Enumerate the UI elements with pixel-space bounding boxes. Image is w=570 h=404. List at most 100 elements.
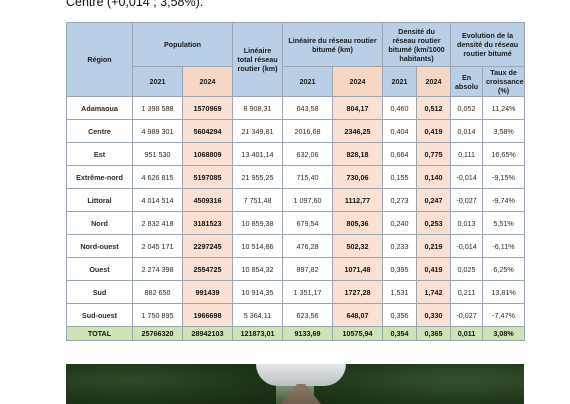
cell-dens-2021: 0,273 xyxy=(382,188,418,212)
cell-abs: 0,211 xyxy=(450,280,484,304)
cell-taux: 13,81% xyxy=(482,280,526,304)
total-dens-2024: 0,365 xyxy=(416,326,452,341)
cell-dens-2021: 0,233 xyxy=(382,234,418,258)
cell-pop-2021: 1 750 895 xyxy=(132,303,183,327)
cell-abs: 0,014 xyxy=(450,119,484,143)
table-row: Nord-ouest 2 045 171 2297245 10 514,86 476,2… xyxy=(66,234,526,258)
region: Nord xyxy=(66,211,133,235)
cell-pop-2021: 4 989 301 xyxy=(132,119,183,143)
cell-lineaire-total: 8 908,31 xyxy=(232,96,284,120)
cell-pop-2024: 1570969 xyxy=(181,96,234,120)
cell-pop-2021: 2 832 418 xyxy=(132,211,183,235)
table-row: Sud-ouest 1 750 895 1966698 5 364,11 623,56 6… xyxy=(66,303,526,327)
intro-text: Centre (+0,014 ; 3,58%). xyxy=(66,0,204,9)
total-label: TOTAL xyxy=(66,326,133,341)
cell-abs: -0,027 xyxy=(450,188,484,212)
cell-pop-2021: 882 650 xyxy=(132,280,183,304)
cell-dens-2024: 0,140 xyxy=(416,165,452,189)
cell-pop-2024: 991439 xyxy=(181,280,234,304)
total-pop-2021: 25766320 xyxy=(132,326,183,341)
cell-bit-2021: 1 097,60 xyxy=(282,188,334,212)
cell-dens-2021: 0,395 xyxy=(382,257,418,281)
cell-taux: 16,65% xyxy=(482,142,526,166)
cell-abs: 0,013 xyxy=(450,211,484,235)
cell-lineaire-total: 10 914,35 xyxy=(232,280,284,304)
cell-lineaire-total: 10 859,38 xyxy=(232,211,284,235)
cell-lineaire-total: 5 364,11 xyxy=(232,303,284,327)
total-abs: 0,011 xyxy=(450,326,484,341)
cell-pop-2021: 4 014 514 xyxy=(132,188,183,212)
cell-lineaire-total: 21 955,25 xyxy=(232,165,284,189)
table-row: Littoral 4 014 514 4509316 7 751,48 1 097,60… xyxy=(66,188,526,212)
cell-dens-2024: 1,742 xyxy=(416,280,452,304)
cell-dens-2021: 0,155 xyxy=(382,165,418,189)
cell-pop-2024: 3181523 xyxy=(181,211,234,235)
cell-bit-2021: 476,28 xyxy=(282,234,334,258)
cell-bit-2021: 679,54 xyxy=(282,211,334,235)
region: Ouest xyxy=(66,257,133,281)
cell-dens-2024: 0,419 xyxy=(416,119,452,143)
cell-dens-2021: 0,460 xyxy=(382,96,418,120)
cell-bit-2024: 828,18 xyxy=(332,142,384,166)
total-bit-2021: 9133,69 xyxy=(282,326,334,341)
table-row: Sud 882 650 991439 10 914,35 1 351,17 1727,28… xyxy=(66,280,526,304)
cell-bit-2024: 804,17 xyxy=(332,96,384,120)
total-lineaire: 121873,01 xyxy=(232,326,284,341)
region: Centre xyxy=(66,119,133,143)
cell-pop-2024: 5604294 xyxy=(181,119,234,143)
cell-pop-2021: 4 626 815 xyxy=(132,165,183,189)
cell-bit-2021: 715,40 xyxy=(282,165,334,189)
cell-pop-2021: 2 274 398 xyxy=(132,257,183,281)
cell-bit-2021: 632,06 xyxy=(282,142,334,166)
header-evolution: Evolution de la densité du réseau routie… xyxy=(450,22,526,67)
cell-bit-2021: 643,58 xyxy=(282,96,334,120)
header-pop-2024: 2024 xyxy=(181,66,234,97)
cell-bit-2024: 1112,77 xyxy=(332,188,384,212)
table-row: Est 951 530 1068809 13 401,14 632,06 828,18 0,… xyxy=(66,142,526,166)
cell-dens-2024: 0,775 xyxy=(416,142,452,166)
header-region: Région xyxy=(66,22,133,97)
header-taux: Taux de croissance (%) xyxy=(482,66,526,97)
cell-abs: 0,052 xyxy=(450,96,484,120)
header-lineaire-total: Linéaire total réseau routier (km) xyxy=(232,22,284,97)
forest-road-photo xyxy=(66,364,524,404)
cell-pop-2024: 1068809 xyxy=(181,142,234,166)
cell-pop-2024: 4509316 xyxy=(181,188,234,212)
header-bit-2024: 2024 xyxy=(332,66,384,97)
region: Adamaoua xyxy=(66,96,133,120)
header-dens-2024: 2024 xyxy=(416,66,452,97)
cell-lineaire-total: 10 854,32 xyxy=(232,257,284,281)
cell-pop-2021: 1 398 588 xyxy=(132,96,183,120)
cell-taux: -6,11% xyxy=(482,234,526,258)
cell-dens-2024: 0,247 xyxy=(416,188,452,212)
table-row: Ouest 2 274 398 2554725 10 854,32 897,82 1071… xyxy=(66,257,526,281)
cell-lineaire-total: 21 349,81 xyxy=(232,119,284,143)
region: Sud xyxy=(66,280,133,304)
cell-taux: 3,58% xyxy=(482,119,526,143)
cell-pop-2021: 2 045 171 xyxy=(132,234,183,258)
cell-lineaire-total: 10 514,86 xyxy=(232,234,284,258)
header-population: Population xyxy=(131,22,234,67)
cell-lineaire-total: 13 401,14 xyxy=(232,142,284,166)
total-taux: 3,08% xyxy=(482,326,526,341)
cell-taux: -9,74% xyxy=(482,188,526,212)
cell-bit-2024: 1727,28 xyxy=(332,280,384,304)
region: Extrême-nord xyxy=(66,165,133,189)
total-dens-2021: 0,354 xyxy=(382,326,418,341)
cell-dens-2024: 0,219 xyxy=(416,234,452,258)
cell-dens-2021: 0,240 xyxy=(382,211,418,235)
region: Sud-ouest xyxy=(66,303,133,327)
total-bit-2024: 10575,94 xyxy=(332,326,384,341)
table-total-row: TOTAL 25766320 28942103 121873,01 9133,6… xyxy=(66,326,526,341)
cell-dens-2024: 0,253 xyxy=(416,211,452,235)
cell-taux: 6,25% xyxy=(482,257,526,281)
total-pop-2024: 28942103 xyxy=(181,326,234,341)
table-row: Nord 2 832 418 3181523 10 859,38 679,54 805,3… xyxy=(66,211,526,235)
region: Nord-ouest xyxy=(66,234,133,258)
cell-dens-2024: 0,330 xyxy=(416,303,452,327)
cell-pop-2024: 2297245 xyxy=(181,234,234,258)
cell-bit-2024: 805,36 xyxy=(332,211,384,235)
cell-dens-2021: 0,356 xyxy=(382,303,418,327)
cell-bit-2021: 623,56 xyxy=(282,303,334,327)
cell-taux: 5,51% xyxy=(482,211,526,235)
